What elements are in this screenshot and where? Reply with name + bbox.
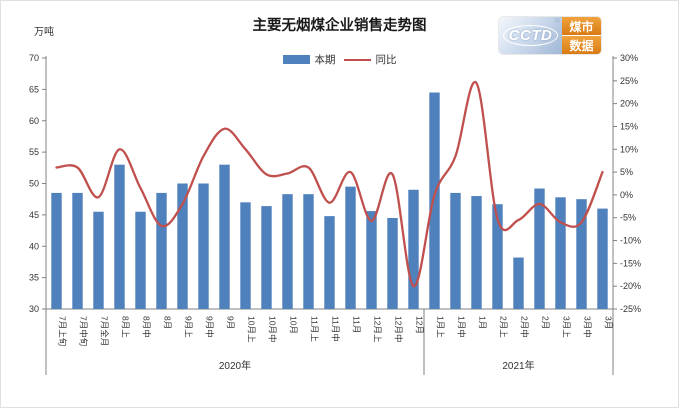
right-axis-tick-label: 5%	[620, 167, 633, 177]
cctd-logo-mark: CCTD ®	[499, 17, 562, 54]
cctd-logo-tagline: 煤市 数据	[562, 17, 601, 54]
bar-11月上	[303, 194, 314, 309]
left-axis-tick-label: 40	[29, 241, 39, 251]
x-axis-label-2月中: 2月中	[520, 316, 530, 338]
bar-1月	[471, 196, 482, 309]
bar-2月中	[513, 257, 524, 309]
right-axis-tick-label: -15%	[620, 258, 641, 268]
bar-10月上	[240, 202, 251, 309]
x-axis-label-10月中: 10月中	[268, 316, 278, 342]
x-axis-label-8月: 8月	[163, 316, 173, 329]
bar-12月中	[387, 218, 398, 309]
bar-8月上	[114, 164, 125, 309]
x-axis-label-8月中: 8月中	[142, 316, 152, 338]
left-axis-tick-label: 70	[29, 53, 39, 63]
registered-mark-icon: ®	[554, 18, 560, 25]
legend-item-yoy: 同比	[343, 52, 397, 67]
bar-series-swatch	[282, 55, 310, 64]
x-axis-label-11月: 11月	[352, 316, 362, 333]
bar-12月	[408, 189, 419, 309]
x-axis-label-1月中: 1月中	[457, 316, 467, 338]
bar-8月中	[135, 211, 146, 309]
yoy-trend-line	[55, 80, 604, 288]
bar-3月	[597, 208, 608, 309]
x-axis-label-9月上: 9月上	[184, 316, 194, 338]
x-axis-label-9月: 9月	[226, 316, 236, 329]
bar-9月上	[177, 183, 188, 309]
x-axis-label-2月上: 2月上	[499, 316, 509, 338]
right-axis-tick-label: -10%	[620, 236, 641, 246]
logo-tagline-line1: 煤市	[562, 17, 601, 35]
x-axis-label-7月上旬: 7月上旬	[58, 316, 68, 346]
legend-label-yoy: 同比	[375, 54, 397, 66]
x-axis-label-1月: 1月	[478, 316, 488, 329]
x-axis-label-7月全月: 7月全月	[100, 316, 110, 346]
bar-11月	[345, 186, 356, 309]
bar-1月中	[450, 192, 461, 309]
x-axis-label-12月: 12月	[415, 316, 425, 334]
bar-3月上	[555, 197, 566, 309]
x-axis-label-12月上: 12月上	[373, 316, 383, 343]
cctd-brand-text: CCTD	[502, 25, 559, 46]
right-axis-tick-label: 10%	[620, 144, 638, 154]
left-axis-tick-label: 50	[29, 179, 39, 189]
left-axis-unit-label: 万吨	[34, 27, 54, 38]
x-axis-label-11月中: 11月中	[331, 316, 341, 342]
chart-title: 主要无烟煤企业销售走势图	[252, 18, 427, 34]
year-label-2020年: 2020年	[219, 359, 251, 372]
bar-9月中	[198, 183, 209, 309]
bar-12月上	[366, 211, 377, 309]
x-axis-label-3月中: 3月中	[583, 316, 593, 338]
bar-10月	[282, 194, 293, 309]
legend-item-current-period: 本期	[282, 52, 336, 67]
bar-9月	[219, 164, 230, 309]
x-axis-label-3月: 3月	[604, 316, 614, 329]
right-axis-tick-label: 25%	[620, 76, 638, 86]
bar-2月	[534, 188, 545, 309]
bar-7月上旬	[51, 192, 62, 309]
right-axis-tick-label: -5%	[620, 213, 636, 223]
x-axis-label-10月: 10月	[289, 316, 299, 334]
year-label-2021年: 2021年	[502, 359, 534, 372]
x-axis-label-1月上: 1月上	[436, 316, 446, 338]
x-axis-label-3月上: 3月上	[562, 316, 572, 338]
bar-2月上	[492, 204, 503, 309]
left-axis-tick-label: 55	[29, 147, 39, 157]
bar-8月	[156, 192, 167, 309]
left-axis-tick-label: 60	[29, 116, 39, 126]
cctd-logo: CCTD ® 煤市 数据	[499, 17, 601, 54]
x-axis-label-10月上: 10月上	[247, 316, 257, 343]
left-axis-tick-label: 30	[29, 304, 39, 314]
right-axis-tick-label: 15%	[620, 121, 638, 131]
left-axis-tick-label: 35	[29, 273, 39, 283]
x-axis-label-8月上: 8月上	[121, 316, 131, 338]
bar-3月中	[576, 199, 587, 309]
x-axis-label-2月: 2月	[541, 316, 551, 329]
bar-11月中	[324, 216, 335, 309]
right-axis-tick-label: 30%	[620, 53, 638, 63]
x-axis-label-12月中: 12月中	[394, 316, 404, 342]
left-axis-tick-label: 65	[29, 84, 39, 94]
bar-10月中	[261, 206, 272, 309]
x-axis-label-7月中旬: 7月中旬	[79, 316, 89, 346]
logo-tagline-line2: 数据	[562, 36, 601, 54]
right-axis-tick-label: -25%	[620, 304, 641, 314]
x-axis-label-9月中: 9月中	[205, 316, 215, 338]
right-axis-tick-label: -20%	[620, 281, 641, 291]
line-series-swatch	[343, 58, 371, 61]
x-axis-label-11月上: 11月上	[310, 316, 320, 342]
bar-7月中旬	[72, 192, 83, 309]
legend-label-current-period: 本期	[314, 54, 336, 66]
bar-1月上	[429, 92, 440, 309]
chart-legend: 本期 同比	[1, 52, 678, 67]
bar-7月全月	[93, 211, 104, 309]
left-axis-tick-label: 45	[29, 210, 39, 220]
right-axis-tick-label: 0%	[620, 190, 633, 200]
right-axis-tick-label: 20%	[620, 99, 638, 109]
